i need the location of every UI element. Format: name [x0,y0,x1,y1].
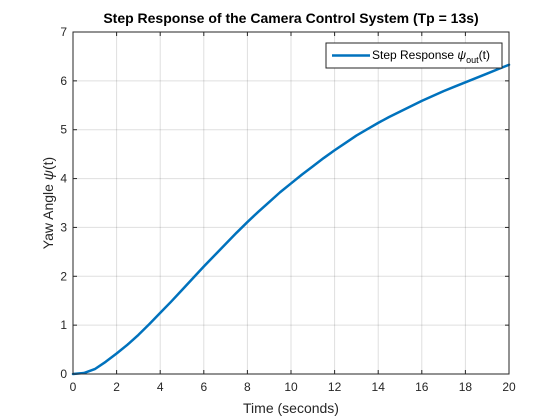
legend-label-main: Step Response [372,48,457,62]
y-axis-label-tail: (t) [40,157,56,170]
series-line [71,63,511,376]
series-group [71,63,511,376]
legend-label-symbol: ψ [457,48,466,62]
y-axis-label-main: Yaw Angle [40,180,56,249]
y-axis-label-symbol: ψ [40,170,56,180]
x-tick-label: 16 [415,380,429,394]
x-tick-label: 20 [502,380,516,394]
legend-label-tail: (t) [479,48,490,62]
x-tick-label: 14 [372,380,386,394]
y-tick-label: 4 [60,172,67,186]
x-tick-label: 12 [328,380,342,394]
grid-lines [73,32,509,374]
x-tick-label: 10 [284,380,298,394]
y-tick-label: 6 [60,74,67,88]
legend-label-subscript: out [466,55,479,65]
y-tick-label: 7 [60,25,67,39]
y-tick-label: 2 [60,269,67,283]
legend: Step Response ψout(t) [325,42,503,69]
plot-background [73,32,509,374]
y-axis-label: Yaw Angle ψ(t) [40,157,56,249]
legend-label: Step Response ψout(t) [372,48,490,65]
x-tick-label: 18 [459,380,473,394]
y-tick-label: 0 [60,367,67,381]
x-tick-label: 8 [244,380,251,394]
x-tick-label: 6 [200,380,207,394]
plot-area [71,31,511,376]
x-tick-label: 2 [113,380,120,394]
x-tick-label: 4 [157,380,164,394]
x-tick-labels: 0 2 4 6 8 10 12 14 16 18 20 [70,380,516,394]
y-tick-labels: 0 1 2 3 4 5 6 7 [60,25,67,381]
tick-marks [72,31,510,375]
x-tick-label: 0 [70,380,77,394]
x-axis-label: Time (seconds) [243,400,339,416]
chart-title: Step Response of the Camera Control Syst… [103,10,478,26]
y-tick-label: 1 [60,318,67,332]
y-tick-label: 3 [60,220,67,234]
y-tick-label: 5 [60,123,67,137]
